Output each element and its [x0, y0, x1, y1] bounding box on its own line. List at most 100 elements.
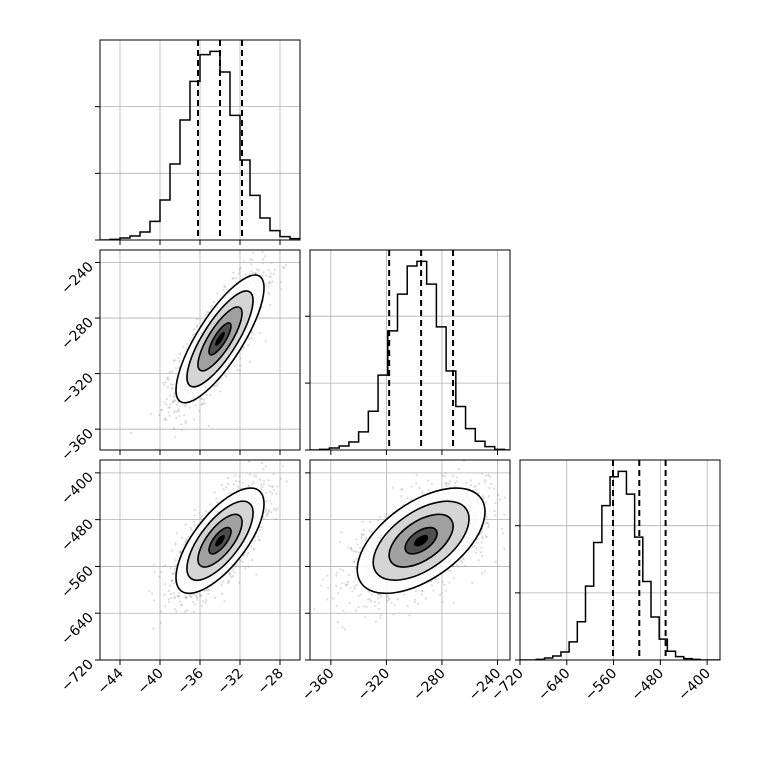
- scatter-point: [223, 374, 226, 377]
- scatter-point: [264, 283, 268, 286]
- scatter-point: [203, 402, 206, 405]
- scatter-point: [480, 554, 483, 558]
- scatter-point: [406, 497, 409, 500]
- scatter-point: [485, 474, 488, 477]
- scatter-point: [200, 403, 203, 406]
- scatter-point: [232, 488, 235, 491]
- scatter-point: [250, 263, 253, 266]
- scatter-point: [440, 591, 443, 595]
- scatter-point: [260, 525, 263, 529]
- scatter-point: [284, 263, 288, 266]
- scatter-point: [205, 510, 208, 513]
- scatter-point: [426, 479, 430, 482]
- scatter-point: [187, 535, 190, 539]
- scatter-point: [173, 608, 176, 611]
- scatter-point: [248, 473, 251, 476]
- scatter-point: [194, 404, 197, 407]
- scatter-point: [178, 594, 181, 597]
- scatter-point: [169, 383, 173, 386]
- scatter-point: [150, 413, 153, 416]
- scatter-point: [173, 411, 176, 414]
- scatter-point: [373, 600, 376, 604]
- scatter-point: [255, 475, 258, 478]
- scatter-point: [474, 485, 477, 488]
- scatter-point: [274, 509, 277, 512]
- scatter-point: [252, 271, 255, 274]
- scatter-point: [180, 429, 183, 432]
- scatter-point: [232, 271, 235, 274]
- scatter-point: [183, 610, 186, 613]
- scatter-point: [470, 479, 473, 482]
- scatter-point: [503, 496, 506, 499]
- scatter-point: [173, 596, 177, 599]
- scatter-point: [169, 592, 172, 596]
- scatter-point: [241, 482, 244, 485]
- scatter-point: [400, 495, 403, 498]
- scatter-point: [153, 599, 156, 602]
- marginal-panel-3: [515, 459, 721, 661]
- scatter-point: [205, 599, 208, 602]
- scatter-point: [234, 280, 237, 283]
- scatter-point: [253, 539, 256, 543]
- panel-frame: [309, 459, 511, 661]
- scatter-point: [173, 582, 176, 585]
- scatter-point: [254, 272, 257, 275]
- scatter-point: [195, 595, 198, 598]
- scatter-point: [376, 519, 380, 522]
- scatter-point: [379, 613, 382, 616]
- scatter-point: [152, 627, 155, 630]
- scatter-point: [270, 502, 273, 505]
- scatter-point: [196, 598, 199, 602]
- scatter-point: [171, 579, 174, 582]
- scatter-point: [269, 272, 272, 275]
- scatter-point: [177, 408, 180, 411]
- scatter-point: [416, 602, 420, 605]
- scatter-point: [348, 602, 351, 605]
- scatter-point: [175, 410, 178, 413]
- scatter-point: [235, 563, 238, 566]
- scatter-point: [268, 509, 271, 512]
- scatter-point: [200, 604, 204, 607]
- scatter-point: [222, 580, 225, 584]
- scatter-point: [365, 605, 368, 609]
- scatter-point: [339, 541, 342, 544]
- scatter-point: [313, 608, 316, 611]
- scatter-point: [494, 560, 497, 563]
- scatter-point: [260, 483, 263, 486]
- scatter-point: [390, 601, 393, 605]
- scatter-point: [227, 579, 230, 582]
- scatter-point: [396, 598, 399, 601]
- scatter-point: [238, 475, 241, 478]
- scatter-point: [345, 584, 348, 587]
- scatter-point: [415, 474, 418, 477]
- scatter-point: [174, 543, 177, 547]
- scatter-point: [486, 521, 489, 524]
- scatter-point: [216, 382, 219, 385]
- scatter-point: [183, 543, 186, 546]
- scatter-point: [482, 537, 485, 540]
- scatter-point: [326, 586, 329, 589]
- scatter-point: [232, 277, 235, 280]
- scatter-point: [477, 482, 480, 485]
- scatter-point: [385, 513, 388, 516]
- scatter-point: [488, 486, 491, 489]
- scatter-point: [238, 480, 241, 483]
- scatter-point: [439, 593, 442, 597]
- scatter-point: [479, 551, 483, 554]
- scatter-point: [408, 614, 411, 617]
- scatter-point: [199, 595, 202, 598]
- scatter-point: [462, 557, 465, 560]
- scatter-point: [219, 390, 222, 393]
- scatter-point: [445, 481, 448, 484]
- scatter-point: [484, 481, 487, 484]
- scatter-point: [363, 605, 366, 608]
- scatter-point: [443, 583, 446, 586]
- scatter-point: [169, 567, 172, 570]
- scatter-point: [251, 331, 254, 334]
- scatter-point: [258, 539, 261, 542]
- scatter-point: [194, 603, 197, 606]
- scatter-point: [500, 527, 504, 531]
- scatter-point: [207, 424, 210, 427]
- scatter-point: [201, 403, 204, 406]
